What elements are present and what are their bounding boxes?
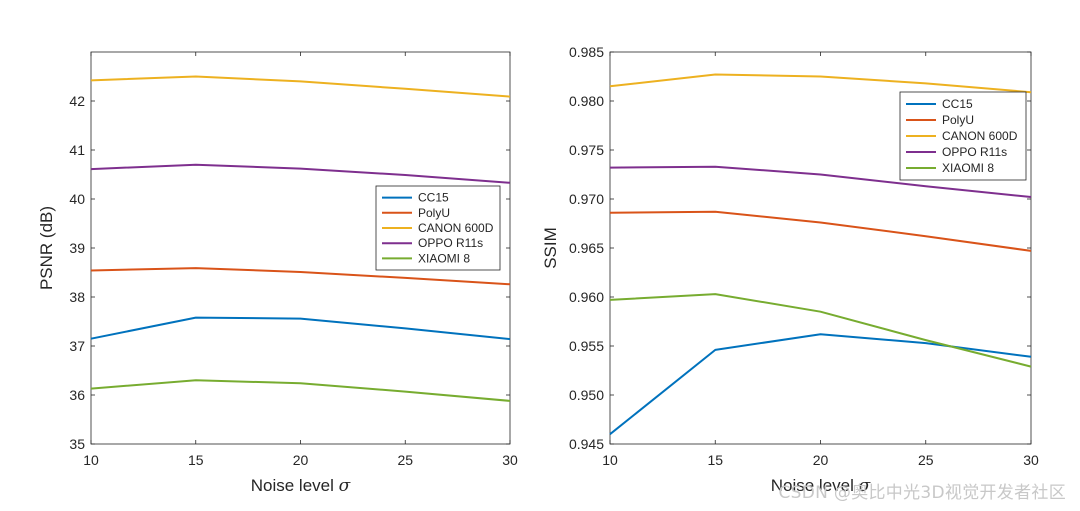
x-tick-label: 20 (813, 452, 829, 468)
y-axis-label: PSNR (dB) (37, 206, 56, 290)
series-line-canon-600d (609, 73, 1032, 94)
series-line-cc15 (90, 316, 511, 341)
y-tick-label: 0.965 (569, 240, 604, 256)
legend-label: CANON 600D (418, 221, 494, 235)
y-tick-label: 0.985 (569, 44, 604, 60)
x-tick-label: 15 (188, 452, 204, 468)
y-tick-label: 0.975 (569, 142, 604, 158)
x-tick-label: 20 (293, 452, 309, 468)
series-line-oppo-r11s (609, 165, 1032, 198)
legend-box (375, 185, 501, 271)
y-tick-label: 0.980 (569, 93, 604, 109)
x-tick-label: 15 (707, 452, 723, 468)
x-tick-label: 30 (502, 452, 518, 468)
chart-panel-2: 10 15 20 25 30 0.945 0.950 0.955 0.960 0.965 0.970… (541, 44, 1039, 496)
series-line-canon-600d (90, 75, 511, 98)
series-line-xiaomi-8 (609, 293, 1032, 368)
legend-label: CC15 (942, 97, 973, 111)
x-axis-label: Noise level σ (251, 476, 351, 496)
x-tick-label: 25 (397, 452, 413, 468)
sigma-symbol: σ (339, 476, 351, 496)
series-line-oppo-r11s (90, 163, 511, 184)
x-axis-label: Noise level σ (771, 476, 871, 496)
y-tick-label: 36 (69, 387, 85, 403)
legend-label: CC15 (418, 191, 449, 205)
legend-label: CANON 600D (942, 129, 1018, 143)
chart-panel-1: 10 15 20 25 30 35 36 37 38 39 40 41 42 Noise level σ P… (37, 51, 518, 496)
legend-label: OPPO R11s (418, 236, 483, 250)
series-line-xiaomi-8 (90, 379, 511, 402)
legend-label: XIAOMI 8 (418, 251, 470, 265)
legend-label: PolyU (942, 113, 974, 127)
legend-label: PolyU (418, 206, 450, 220)
legend: CC15 PolyU CANON 600D OPPO R11s XIAOMI 8 (899, 91, 1027, 181)
watermark-text: CSDN @奥比中光3D视觉开发者社区 (778, 483, 1066, 503)
y-tick-label: 40 (69, 191, 85, 207)
legend-label: OPPO R11s (942, 145, 1007, 159)
y-tick-label: 0.970 (569, 191, 604, 207)
x-axis-label-text: Noise level (771, 476, 859, 495)
legend-label: XIAOMI 8 (942, 161, 994, 175)
series-line-cc15 (609, 333, 1032, 435)
y-tick-label: 37 (69, 338, 85, 354)
y-tick-label: 0.950 (569, 387, 604, 403)
y-tick-label: 0.945 (569, 436, 604, 452)
series-line-polyu (90, 267, 511, 286)
sigma-symbol: σ (859, 476, 871, 496)
x-tick-label: 25 (918, 452, 934, 468)
y-tick-label: 38 (69, 289, 85, 305)
x-tick-label: 10 (83, 452, 99, 468)
y-tick-label: 39 (69, 240, 85, 256)
y-tick-label: 42 (69, 93, 85, 109)
x-tick-label: 10 (602, 452, 618, 468)
y-tick-label: 41 (69, 142, 85, 158)
series-line-polyu (609, 210, 1032, 252)
y-tick-label: 35 (69, 436, 85, 452)
y-tick-label: 0.955 (569, 338, 604, 354)
y-tick-label: 0.960 (569, 289, 604, 305)
x-axis-label-text: Noise level (251, 476, 339, 495)
y-axis-label: SSIM (541, 227, 560, 269)
x-tick-label: 30 (1023, 452, 1039, 468)
